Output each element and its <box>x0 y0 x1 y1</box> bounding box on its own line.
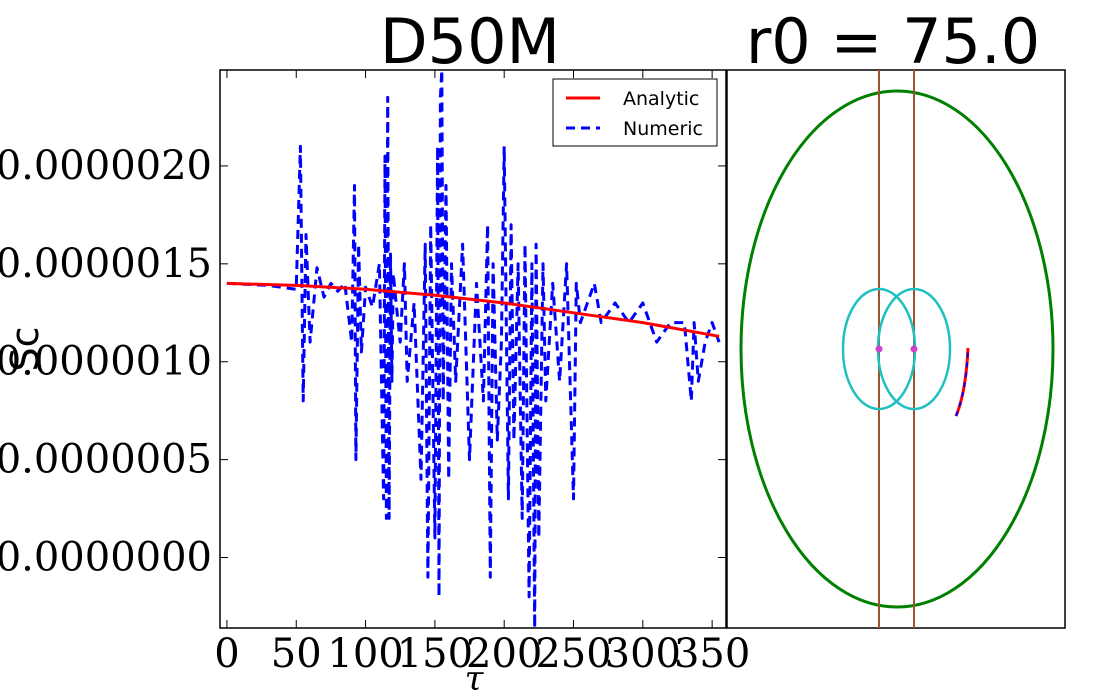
x-tick-label: 100 <box>327 631 403 677</box>
left-point <box>875 345 883 353</box>
legend-box <box>552 78 718 147</box>
y-axis-label: Sc <box>3 326 47 371</box>
x-tick-label: 350 <box>674 631 750 677</box>
outer-ellipse <box>739 89 1055 609</box>
right-chart-title: r0 = 75.0 <box>746 5 1040 78</box>
left-series-group <box>226 70 721 628</box>
x-tick-label: 300 <box>605 631 681 677</box>
series-analytic-line <box>226 281 720 338</box>
y-tick-label: 0.0000010 <box>0 339 212 385</box>
legend: Analytic Numeric <box>552 78 718 147</box>
y-tick-label: 0.0000020 <box>0 143 212 189</box>
left-plot-frame <box>219 69 727 629</box>
orbit-arc-overlay <box>955 347 969 417</box>
right-plot-frame <box>726 69 1066 629</box>
left-chart-title: D50M <box>380 5 560 78</box>
orbit-arc <box>954 347 970 417</box>
right-point <box>910 345 918 353</box>
series-numeric-line <box>226 70 721 628</box>
y-tick-label: 0.0000015 <box>0 241 212 287</box>
legend-label-numeric: Numeric <box>623 118 703 140</box>
x-tick-label: 0 <box>214 631 239 677</box>
x-tick-label: 200 <box>466 631 542 677</box>
x-axis-label: τ <box>465 659 485 699</box>
y-tick-label: 0.0000005 <box>0 437 212 483</box>
x-tick-label: 50 <box>271 631 322 677</box>
x-tick-label: 250 <box>535 631 611 677</box>
legend-label-analytic: Analytic <box>623 88 699 110</box>
y-tick-label: 0.0000000 <box>0 535 212 581</box>
x-tick-label: 150 <box>397 631 473 677</box>
